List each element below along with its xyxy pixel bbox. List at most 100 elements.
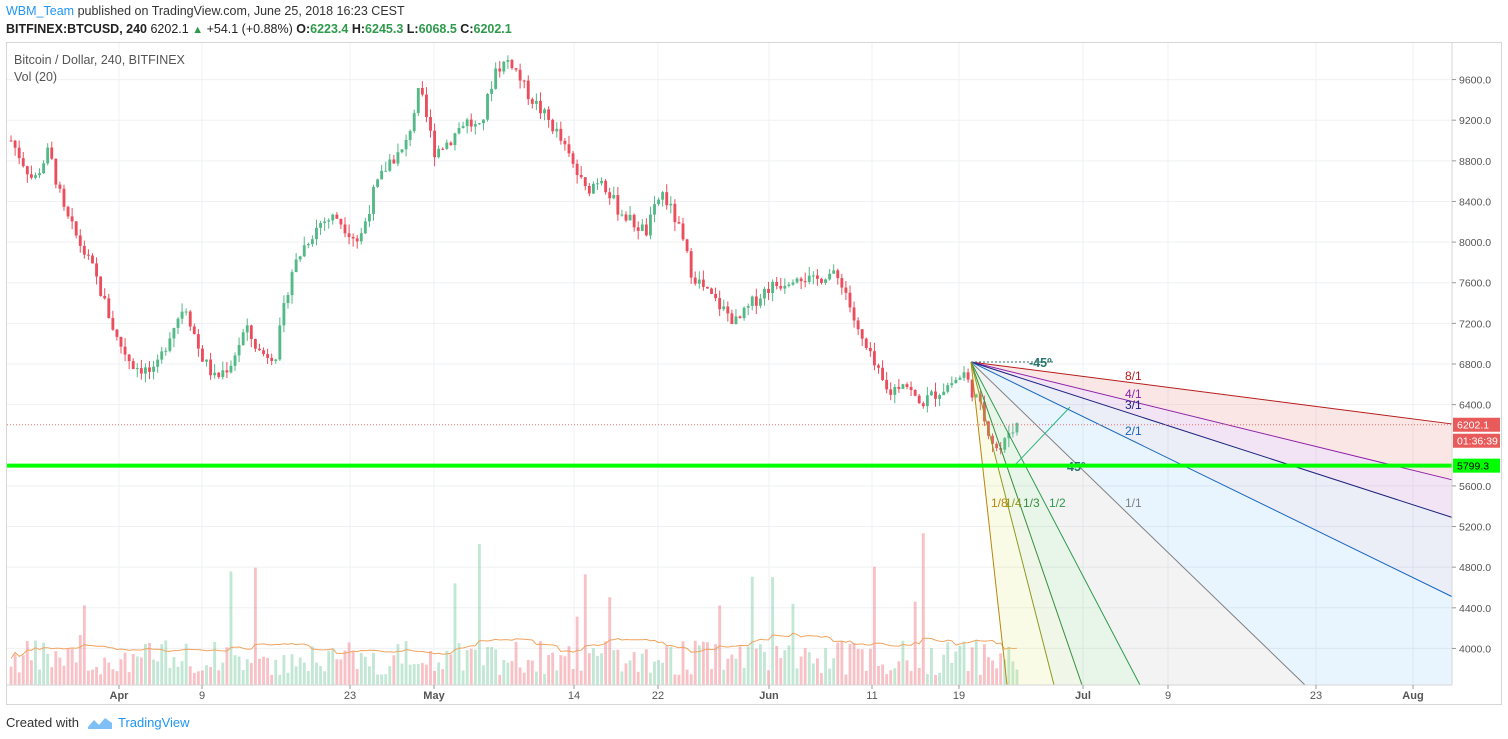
candle-body [559, 128, 563, 141]
volume-bar [282, 655, 286, 685]
low-label: L: [406, 22, 419, 36]
candle-body [970, 379, 974, 398]
fan-label: 8/1 [1125, 369, 1142, 383]
candle-body [864, 338, 868, 348]
volume-bar [767, 670, 770, 685]
candle-body [241, 332, 245, 346]
candle-body [974, 394, 978, 398]
volume-bar [1003, 659, 1007, 685]
candle-body [372, 186, 375, 214]
volume-bar [604, 641, 608, 685]
candle-body [612, 195, 616, 199]
volume-bar [624, 663, 628, 685]
support-label-bg [1453, 458, 1500, 473]
candle-body [1003, 438, 1007, 450]
volume-bar [184, 643, 188, 685]
volume-bar [131, 653, 135, 685]
volume-bar [815, 658, 819, 685]
candle-body [697, 279, 701, 284]
candle-body [457, 127, 461, 134]
volume-bar [209, 666, 213, 685]
volume-bar [363, 656, 367, 685]
candle-body [913, 389, 917, 396]
candle-body [425, 94, 428, 118]
volume-bar [355, 669, 359, 685]
volume-bar [70, 648, 74, 685]
volume-bar [840, 641, 844, 685]
volume-bar [168, 667, 172, 685]
volume-bar [343, 650, 347, 685]
price-tick-label: 8400.0 [1459, 196, 1491, 208]
fan-line [970, 361, 1453, 481]
volume-bar [571, 668, 575, 685]
volume-bar [587, 653, 591, 685]
candle-body [355, 238, 359, 242]
candle-body [152, 366, 156, 372]
candle-body [930, 391, 933, 396]
candle-body [954, 379, 958, 384]
candle-body [95, 263, 98, 277]
candle-body [416, 88, 420, 114]
candle-body [942, 391, 946, 396]
candle-body [412, 113, 416, 132]
volume-bar [750, 576, 754, 685]
candle-body [13, 140, 17, 148]
candle-body [213, 372, 217, 376]
volume-bar [673, 674, 677, 685]
candle-body [453, 133, 457, 146]
candle-body [25, 166, 29, 175]
candle-body [889, 389, 893, 395]
candle-body [66, 206, 70, 217]
candle-body [730, 313, 734, 325]
volume-bar [42, 642, 46, 685]
candle-body [327, 220, 331, 222]
time-tick-label: Jul [1075, 690, 1091, 702]
candle-body [893, 386, 897, 395]
candle-body [547, 109, 551, 120]
candle-body [376, 179, 379, 187]
volume-bar [306, 671, 310, 685]
candle-body [172, 327, 176, 339]
candle-body [534, 100, 538, 104]
volume-bar [196, 671, 200, 685]
volume-bar [139, 657, 143, 685]
candle-body [266, 354, 270, 358]
volume-bar [828, 668, 832, 685]
time-tick-label: Jun [759, 690, 779, 702]
volume-bar [795, 668, 799, 685]
volume-bar [718, 605, 722, 685]
candle-body [400, 149, 404, 153]
candle-body [396, 152, 400, 164]
volume-bar [225, 647, 229, 685]
author-link[interactable]: WBM_Team [6, 4, 75, 18]
volume-bar [416, 663, 420, 685]
volume-bar [958, 645, 962, 685]
volume-bar [319, 666, 322, 685]
volume-bar [266, 657, 270, 685]
volume-bar [897, 661, 901, 685]
volume-bar [596, 655, 599, 685]
volume-bar [392, 655, 396, 685]
candle-body [1011, 432, 1015, 434]
volume-bar [856, 648, 860, 685]
volume-bar [905, 660, 909, 685]
candle-body [852, 307, 856, 321]
volume-bar [775, 645, 779, 685]
candle-body [563, 140, 567, 145]
candle-body [184, 311, 188, 313]
price-tick-label: 7600.0 [1459, 278, 1491, 290]
volume-bar [938, 672, 942, 685]
volume-bar [555, 670, 559, 685]
candle-body [636, 227, 640, 231]
price-chart[interactable]: 8/14/13/12/11/11/21/31/41/8-45º45º9600.0… [7, 43, 1501, 704]
time-tick-label: 23 [344, 690, 356, 702]
candle-body [42, 163, 46, 174]
volume-bar [807, 652, 811, 685]
volume-bar [119, 659, 123, 685]
chart-area[interactable]: 8/14/13/12/11/11/21/31/41/8-45º45º9600.0… [6, 42, 1502, 705]
volume-bar [583, 574, 587, 685]
tradingview-link[interactable]: TradingView [118, 715, 190, 730]
volume-bar [636, 671, 640, 685]
candle-body [921, 403, 925, 407]
volume-bar [640, 653, 644, 685]
